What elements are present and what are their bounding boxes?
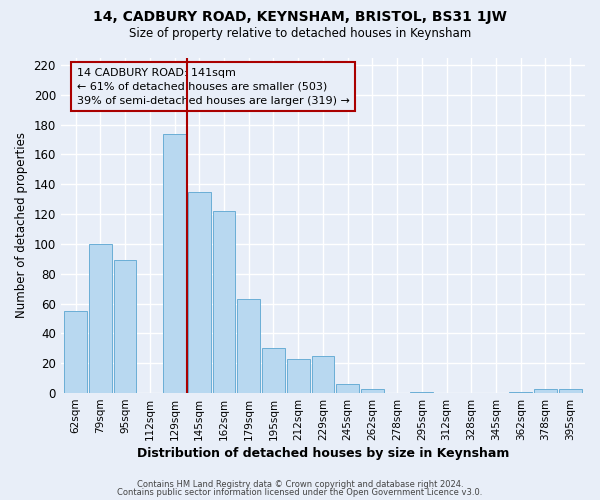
Bar	[262, 348, 285, 393]
Bar	[238, 299, 260, 393]
Bar	[336, 384, 359, 393]
X-axis label: Distribution of detached houses by size in Keynsham: Distribution of detached houses by size …	[137, 447, 509, 460]
Bar	[163, 134, 186, 393]
Bar	[534, 388, 557, 393]
Text: 14, CADBURY ROAD, KEYNSHAM, BRISTOL, BS31 1JW: 14, CADBURY ROAD, KEYNSHAM, BRISTOL, BS3…	[93, 10, 507, 24]
Bar	[188, 192, 211, 393]
Bar	[361, 388, 384, 393]
Bar	[114, 260, 136, 393]
Bar	[89, 244, 112, 393]
Text: Contains HM Land Registry data © Crown copyright and database right 2024.: Contains HM Land Registry data © Crown c…	[137, 480, 463, 489]
Bar	[212, 211, 235, 393]
Text: Contains public sector information licensed under the Open Government Licence v3: Contains public sector information licen…	[118, 488, 482, 497]
Bar	[559, 388, 581, 393]
Bar	[410, 392, 433, 393]
Bar	[509, 392, 532, 393]
Text: Size of property relative to detached houses in Keynsham: Size of property relative to detached ho…	[129, 28, 471, 40]
Bar	[287, 359, 310, 393]
Y-axis label: Number of detached properties: Number of detached properties	[15, 132, 28, 318]
Bar	[64, 311, 87, 393]
Text: 14 CADBURY ROAD: 141sqm
← 61% of detached houses are smaller (503)
39% of semi-d: 14 CADBURY ROAD: 141sqm ← 61% of detache…	[77, 68, 349, 106]
Bar	[311, 356, 334, 393]
